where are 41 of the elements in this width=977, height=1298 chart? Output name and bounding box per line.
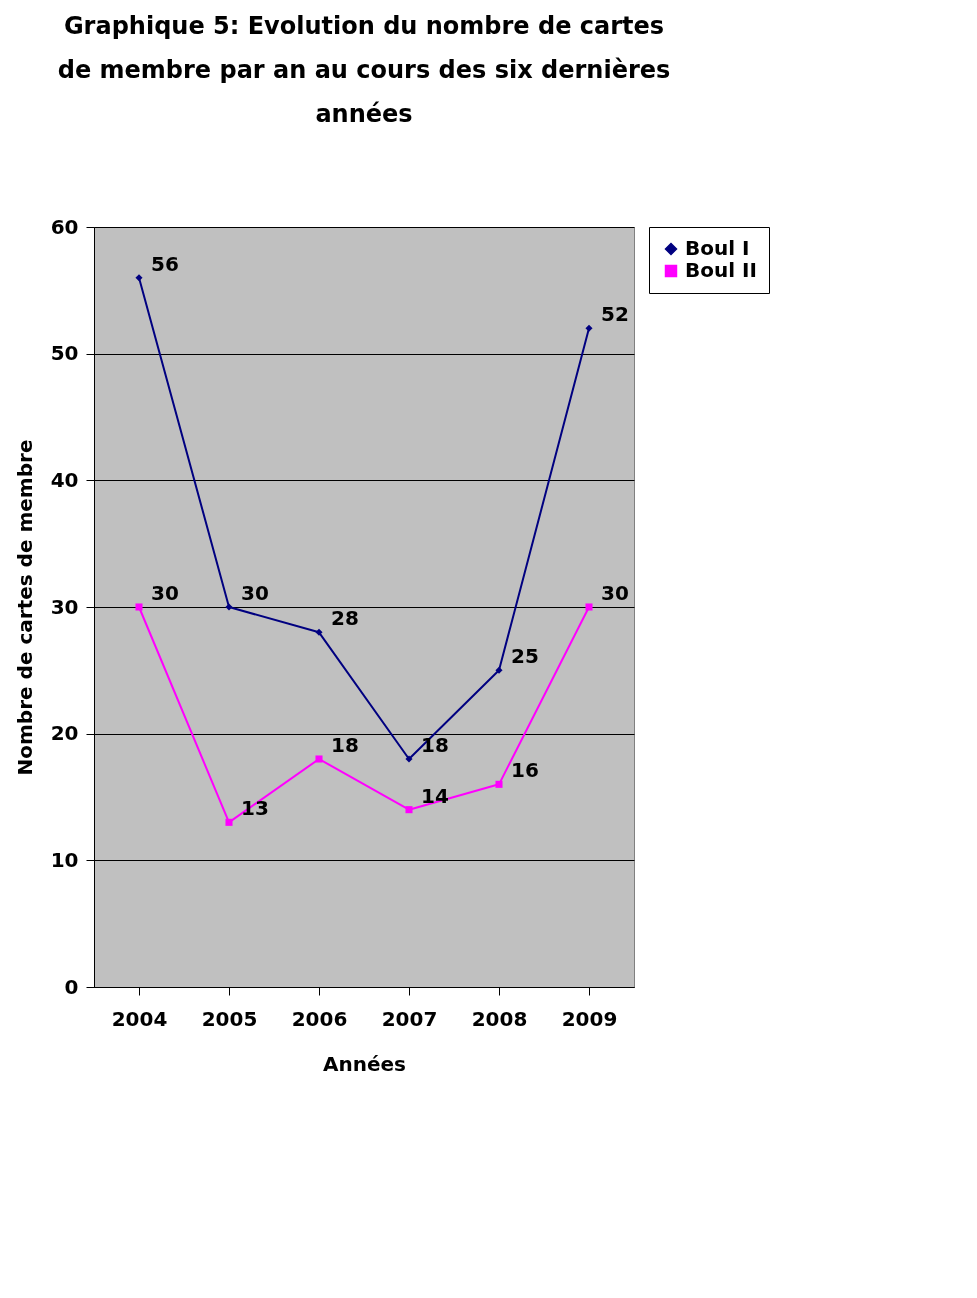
- data-label: 52: [601, 302, 629, 327]
- point: [225, 603, 233, 611]
- data-label: 30: [151, 581, 179, 605]
- point: [405, 755, 413, 763]
- y-tick-label: 0: [64, 974, 79, 999]
- chart-title: Graphique 5: Evolution du nombre de cartes de membre par an au cours des six dernières années: [57, 12, 671, 128]
- data-label: 30: [241, 581, 269, 605]
- x-tick-label: 2007: [381, 1006, 438, 1031]
- point: [315, 628, 323, 636]
- legend-label: Boul I: [685, 236, 750, 260]
- y-tick-label: 10: [50, 847, 79, 872]
- x-tick-label: 2009: [561, 1006, 618, 1031]
- x-tick-label: 2005: [201, 1006, 258, 1031]
- y-axis-title: Nombre de cartes de membre: [12, 439, 37, 776]
- point: [405, 806, 413, 814]
- data-label: 25: [511, 644, 539, 669]
- y-tick-label: 40: [50, 467, 79, 492]
- point: [495, 780, 503, 788]
- data-label: 16: [511, 758, 539, 783]
- x-tick-label: 2006: [291, 1006, 348, 1031]
- y-tick-label: 30: [50, 594, 79, 619]
- point: [225, 818, 233, 826]
- point: [585, 603, 593, 611]
- y-tick-label: 50: [50, 341, 79, 366]
- x-tick-label: 2004: [111, 1006, 168, 1031]
- data-label: 18: [331, 733, 359, 757]
- point: [585, 324, 593, 332]
- point: [135, 274, 143, 282]
- legend-label: Boul II: [685, 258, 757, 282]
- x-tick-label: 2008: [471, 1006, 528, 1031]
- data-label: 30: [601, 581, 629, 605]
- data-label: 14: [421, 783, 449, 808]
- y-tick-label: 20: [50, 721, 79, 746]
- y-tick-label: 60: [50, 214, 79, 239]
- point: [315, 755, 323, 763]
- data-label: 28: [331, 606, 359, 631]
- x-axis-title: Années: [323, 1051, 406, 1076]
- data-label: 18: [421, 733, 449, 757]
- data-label: 56: [151, 251, 179, 276]
- point: [495, 666, 503, 674]
- point: [135, 603, 143, 611]
